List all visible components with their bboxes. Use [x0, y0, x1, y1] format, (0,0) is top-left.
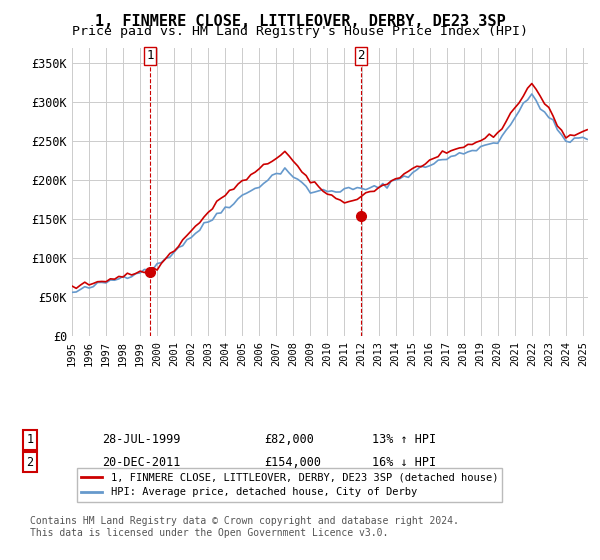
Text: £154,000: £154,000	[264, 455, 321, 469]
Text: 2: 2	[357, 49, 365, 62]
Text: 1, FINMERE CLOSE, LITTLEOVER, DERBY, DE23 3SP: 1, FINMERE CLOSE, LITTLEOVER, DERBY, DE2…	[95, 14, 505, 29]
Text: Contains HM Land Registry data © Crown copyright and database right 2024.
This d: Contains HM Land Registry data © Crown c…	[30, 516, 459, 538]
Text: 1: 1	[26, 433, 34, 446]
Text: 2: 2	[26, 455, 34, 469]
Legend: 1, FINMERE CLOSE, LITTLEOVER, DERBY, DE23 3SP (detached house), HPI: Average pri: 1, FINMERE CLOSE, LITTLEOVER, DERBY, DE2…	[77, 468, 502, 502]
Text: 20-DEC-2011: 20-DEC-2011	[102, 455, 181, 469]
Text: 16% ↓ HPI: 16% ↓ HPI	[372, 455, 436, 469]
Text: 28-JUL-1999: 28-JUL-1999	[102, 433, 181, 446]
Text: £82,000: £82,000	[264, 433, 314, 446]
Text: 1: 1	[146, 49, 154, 62]
Text: Price paid vs. HM Land Registry's House Price Index (HPI): Price paid vs. HM Land Registry's House …	[72, 25, 528, 38]
Text: 13% ↑ HPI: 13% ↑ HPI	[372, 433, 436, 446]
